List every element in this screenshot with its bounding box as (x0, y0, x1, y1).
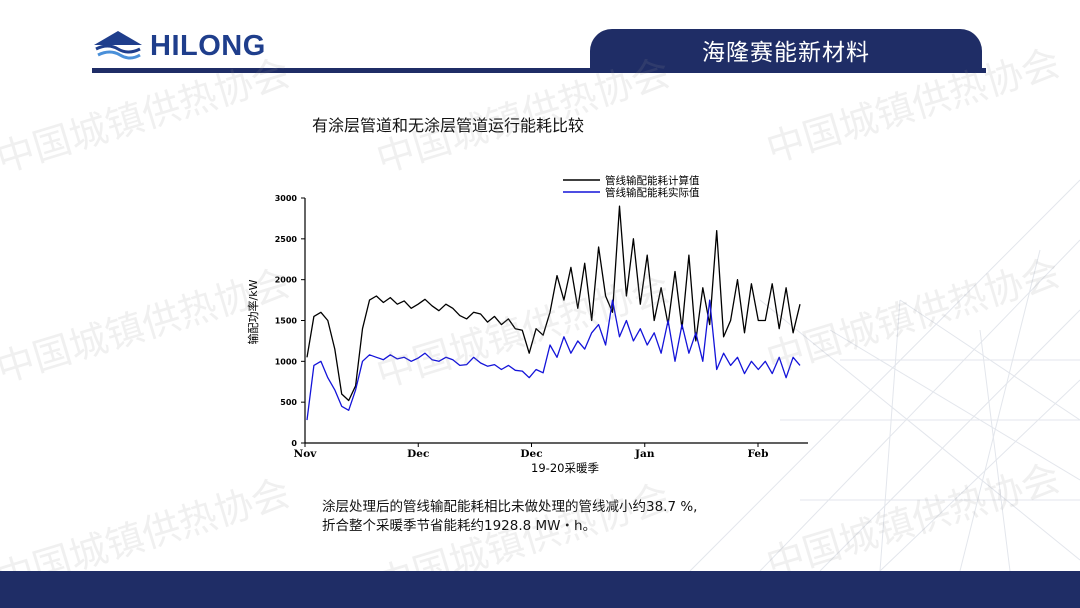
slide-title: 有涂层管道和无涂层管道运行能耗比较 (312, 116, 585, 135)
summary-text: 涂层处理后的管线输配能耗相比未做处理的管线减小约38.7 %, 折合整个采暖季节… (322, 498, 697, 536)
x-tick-label: Dec (407, 448, 429, 460)
chart-axes: 0 500 1000 1500 2000 2500 3000 Nov Dec Dec Jan Feb (275, 194, 808, 460)
y-tick-label: 3000 (275, 194, 298, 203)
summary-line-2: 折合整个采暖季节省能耗约1928.8 MW・h。 (322, 518, 597, 534)
y-tick-label: 1000 (275, 357, 298, 366)
summary-line-1: 涂层处理后的管线输配能耗相比未做处理的管线减小约38.7 %, (322, 499, 698, 515)
brand-logo: HILONG (92, 26, 266, 66)
series-line-0 (306, 205, 801, 402)
x-tick-label: Feb (748, 448, 769, 460)
company-name: 海隆赛能新材料 (702, 40, 870, 66)
wave-logo-icon (94, 31, 142, 60)
x-axis-label: 19-20采暖季 (531, 461, 599, 475)
chart-legend: 管线输配能耗计算值 管线输配能耗实际值 (563, 174, 700, 199)
y-tick-label: 2500 (275, 235, 298, 244)
x-tick-label: Nov (294, 448, 318, 460)
y-tick-label: 2000 (275, 276, 298, 285)
y-tick-label: 1500 (275, 317, 298, 326)
series-line-1 (306, 299, 801, 421)
y-axis-label: 输配功率/kW (246, 279, 260, 344)
footer-bar (0, 571, 1080, 608)
energy-comparison-chart: 管线输配能耗计算值 管线输配能耗实际值 0 500 1000 1500 2000 2500… (246, 174, 808, 475)
logo-text: HILONG (150, 29, 266, 62)
legend-label-calculated: 管线输配能耗计算值 (605, 174, 700, 187)
legend-label-actual: 管线输配能耗实际值 (605, 186, 700, 199)
x-tick-label: Dec (520, 448, 542, 460)
y-tick-label: 500 (280, 398, 297, 407)
header-divider (92, 68, 986, 73)
series-layer (306, 205, 801, 421)
y-tick-label: 0 (291, 439, 297, 448)
company-name-tab: 海隆赛能新材料 (590, 29, 982, 71)
x-tick-label: Jan (634, 448, 655, 460)
